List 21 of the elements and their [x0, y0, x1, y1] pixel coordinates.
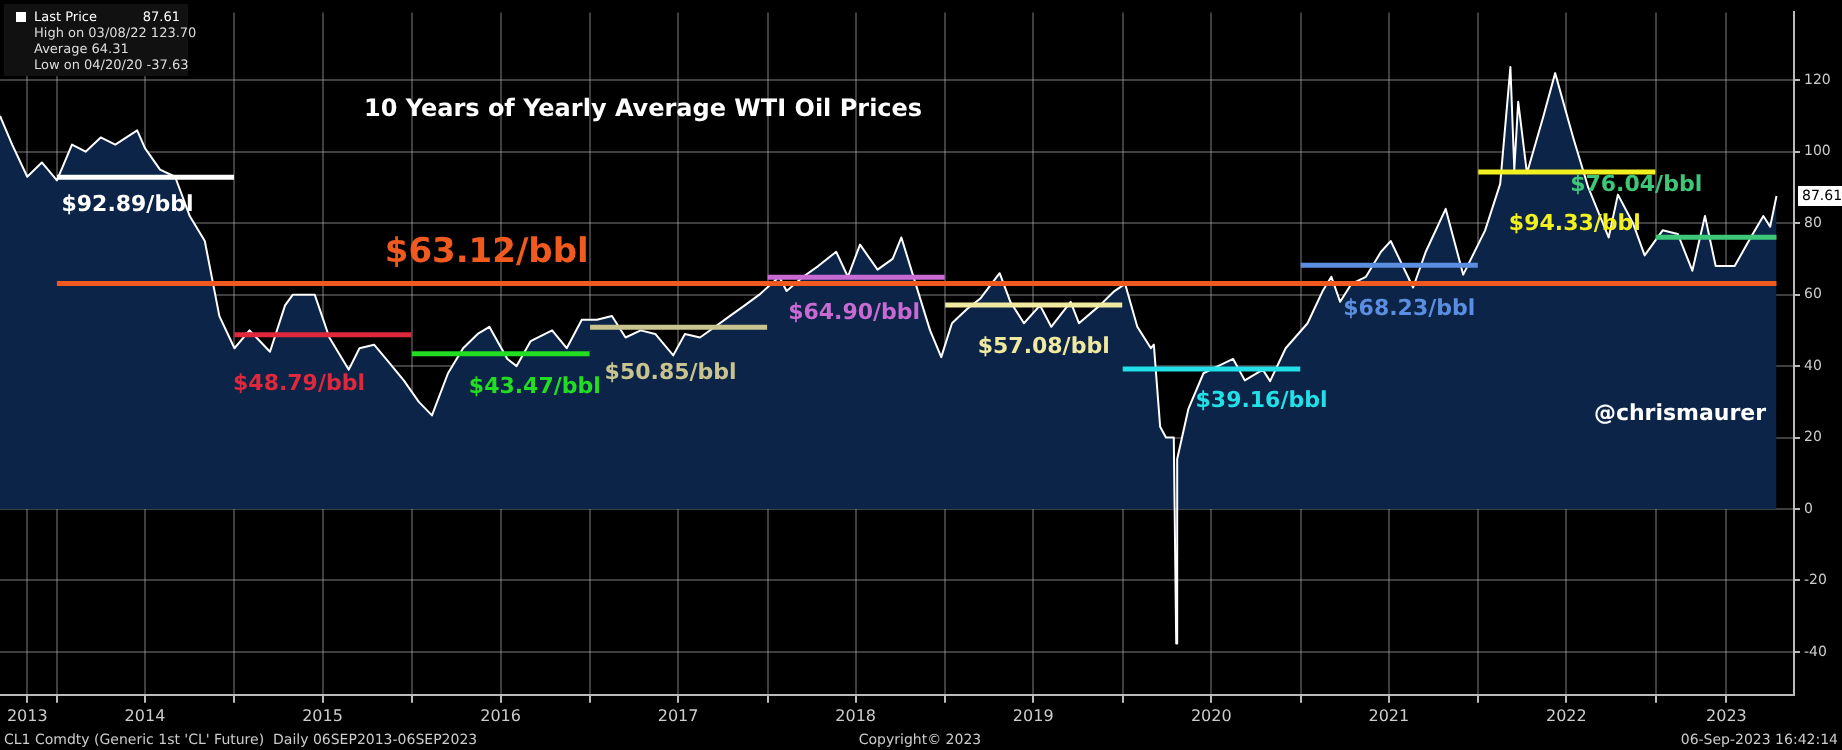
x-tick-label: 2020 — [1190, 706, 1232, 725]
text: 10 Years of Yearly Average WTI Oil Prices — [364, 94, 923, 123]
series-label: $48.79/bbl — [233, 370, 365, 397]
x-tick-label: 2013 — [6, 706, 48, 725]
annotation: @chrismaurer — [1593, 399, 1768, 426]
x-tick-label: 2015 — [302, 706, 343, 725]
series-label: $63.12/bbl — [384, 232, 589, 273]
x-tick-label: 2023 — [1706, 706, 1747, 725]
x-tick-label: 2016 — [480, 706, 521, 725]
x-tick-label: 2022 — [1545, 706, 1587, 725]
series-label: $50.85/bbl — [604, 359, 737, 386]
series-label: $64.90/bbl — [788, 298, 921, 325]
x-tick-label: 2017 — [657, 706, 699, 725]
x-tick-label: 2018 — [835, 706, 877, 725]
series-label: $68.23/bbl — [1343, 294, 1476, 321]
x-tick-label: 2021 — [1368, 706, 1410, 725]
x-tick-label: 2014 — [124, 706, 166, 725]
series-label: $39.16/bbl — [1195, 386, 1328, 413]
x-tick-label: 2019 — [1012, 706, 1054, 725]
series-label: $57.08/bbl — [977, 332, 1110, 359]
series-label: $43.47/bbl — [468, 373, 601, 400]
